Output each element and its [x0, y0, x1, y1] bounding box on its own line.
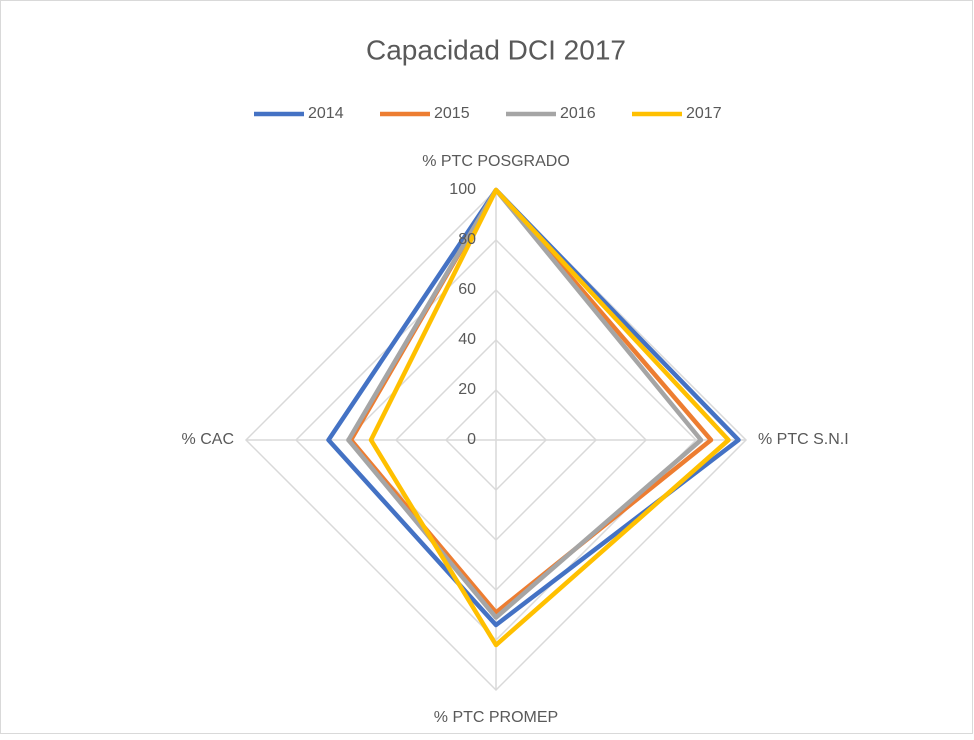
legend-label: 2015 — [434, 105, 470, 122]
y-tick-label: 40 — [458, 331, 476, 348]
y-tick-label: 20 — [458, 381, 476, 398]
legend-label: 2017 — [686, 105, 722, 122]
category-label: % PTC PROMEP — [434, 709, 558, 726]
series-line — [346, 187, 704, 620]
y-tick-label: 80 — [458, 231, 476, 248]
legend-label: 2016 — [560, 105, 596, 122]
y-tick-label: 0 — [467, 431, 476, 448]
series-line — [368, 187, 731, 648]
legend-label: 2014 — [308, 105, 344, 122]
series-line — [326, 187, 741, 628]
y-tick-label: 60 — [458, 281, 476, 298]
category-label: % PTC POSGRADO — [422, 153, 570, 170]
y-tick-label: 100 — [449, 181, 476, 198]
category-label: % CAC — [182, 431, 234, 448]
category-label: % PTC S.N.I — [758, 431, 849, 448]
chart-title: Capacidad DCI 2017 — [366, 34, 626, 65]
